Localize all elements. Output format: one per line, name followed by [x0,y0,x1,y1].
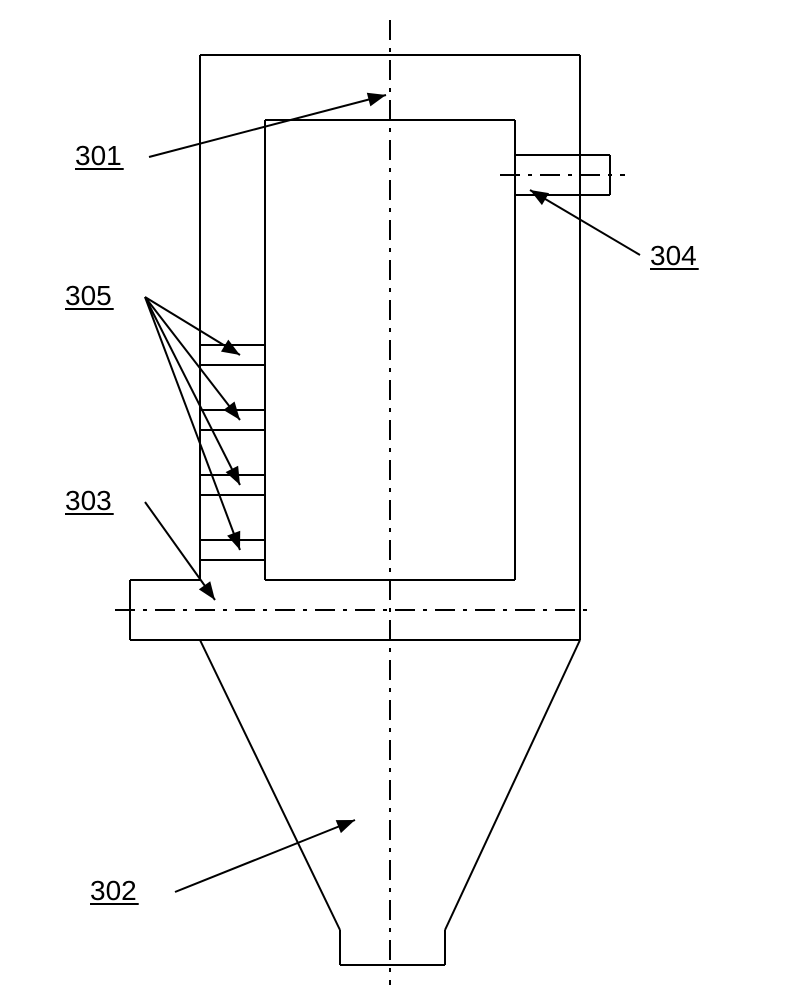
label-304: 304 [650,240,697,271]
technical-diagram: 301 304 305 303 302 [0,0,799,1000]
label-305: 305 [65,280,112,311]
label-303: 303 [65,485,112,516]
label-301: 301 [75,140,122,171]
label-302: 302 [90,875,137,906]
